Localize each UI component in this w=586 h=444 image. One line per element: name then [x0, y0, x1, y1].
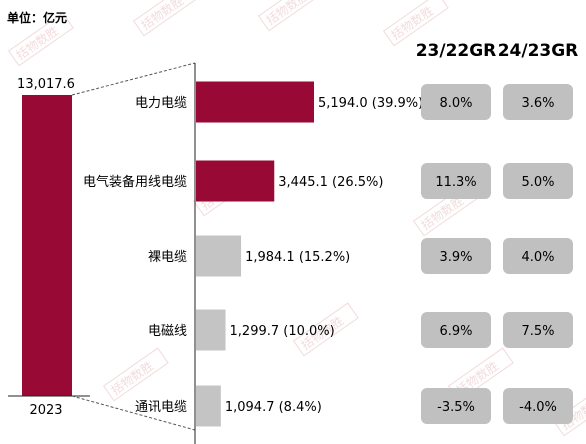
watermark-stamp-2: 括物数胜	[257, 0, 324, 32]
growth-value-24-23-4: -4.0%	[519, 400, 557, 415]
growth-badge-24-23-0	[503, 84, 573, 120]
growth-badge-24-23-2	[503, 238, 573, 274]
growth-badge-23-22-3	[421, 312, 491, 348]
unit-label: 单位：亿元	[7, 10, 67, 25]
total-value-label: 13,017.6	[17, 77, 75, 92]
total-bar	[22, 95, 72, 396]
category-rows: 电力电缆 5,194.0 (39.9%) 8.0% 3.6% 电气装备用线电缆 3,445…	[83, 81, 573, 427]
watermark-stamp-7: 括物数胜	[102, 347, 169, 402]
value-label-3: 1,299.7 (10.0%)	[230, 324, 335, 339]
growth-value-23-22-2: 3.9%	[439, 250, 472, 265]
growth-badge-23-22-4	[421, 388, 491, 424]
growth-badge-24-23-3	[503, 312, 573, 348]
bar-2	[196, 235, 242, 277]
growth-value-24-23-2: 4.0%	[521, 250, 554, 265]
connector-top	[71, 62, 196, 96]
growth-value-23-22-3: 6.9%	[439, 324, 472, 339]
growth-badge-23-22-2	[421, 238, 491, 274]
growth-value-23-22-0: 8.0%	[439, 96, 472, 111]
growth-header-24-23: 24/23GR	[498, 41, 579, 61]
growth-header-23-22: 23/22GR	[416, 41, 497, 61]
value-label-4: 1,094.7 (8.4%)	[225, 400, 322, 415]
watermark-text: 括物数胜	[263, 0, 311, 28]
value-label-2: 1,984.1 (15.2%)	[245, 250, 350, 265]
growth-value-24-23-1: 5.0%	[521, 175, 554, 190]
year-label: 2023	[29, 403, 62, 418]
value-label-1: 3,445.1 (26.5%)	[278, 175, 383, 190]
watermark-stamp-1: 括物数胜	[132, 0, 199, 37]
category-label-2: 裸电缆	[148, 249, 187, 265]
bar-3	[196, 309, 226, 351]
category-label-0: 电力电缆	[135, 95, 187, 111]
watermark-layer: 括物数胜括物数胜括物数胜括物数胜括物数胜括物数胜括物数胜括物数胜括物数胜括物数胜	[7, 0, 586, 437]
growth-badge-23-22-0	[421, 84, 491, 120]
growth-value-24-23-3: 7.5%	[521, 324, 554, 339]
growth-value-23-22-4: -3.5%	[437, 400, 475, 415]
growth-badge-23-22-1	[421, 163, 491, 199]
bar-1	[196, 160, 275, 202]
category-label-3: 电磁线	[148, 324, 187, 339]
growth-badge-24-23-1	[503, 163, 573, 199]
bar-4	[196, 385, 221, 427]
growth-value-24-23-0: 3.6%	[521, 96, 554, 111]
watermark-text: 括物数胜	[138, 0, 186, 33]
value-label-0: 5,194.0 (39.9%)	[318, 96, 423, 111]
category-label-1: 电气装备用线电缆	[83, 174, 187, 190]
growth-value-23-22-1: 11.3%	[435, 175, 476, 190]
growth-badge-24-23-4	[503, 388, 573, 424]
bar-0	[196, 81, 314, 123]
connector-bottom	[71, 395, 196, 431]
category-label-4: 通讯电缆	[135, 399, 187, 415]
watermark-stamp-3: 括物数胜	[382, 0, 449, 47]
